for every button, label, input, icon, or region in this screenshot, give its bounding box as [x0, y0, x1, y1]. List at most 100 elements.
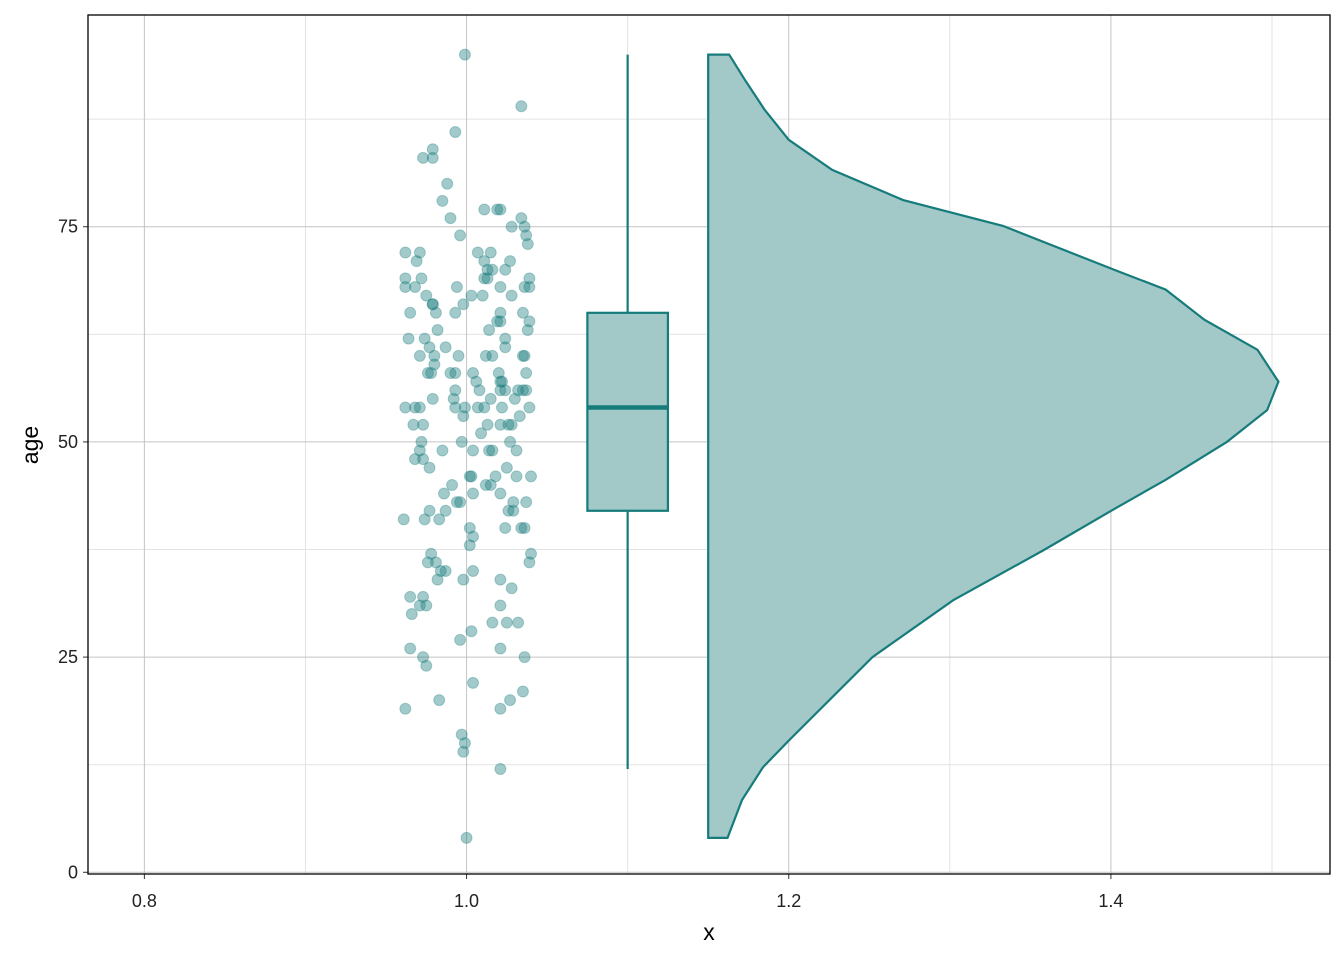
point — [458, 48, 471, 61]
point — [499, 521, 512, 534]
point — [516, 349, 529, 362]
point — [450, 280, 463, 293]
point — [486, 349, 499, 362]
x-axis-title: x — [703, 919, 715, 945]
point — [417, 651, 430, 664]
point — [471, 401, 484, 414]
point — [399, 280, 412, 293]
point — [404, 306, 417, 319]
point — [520, 367, 533, 380]
point — [439, 565, 452, 578]
point — [444, 212, 457, 225]
point — [494, 203, 507, 216]
point — [409, 401, 422, 414]
point — [446, 478, 459, 491]
point — [402, 332, 415, 345]
point — [423, 461, 436, 474]
x-tick-label: 1.4 — [1098, 891, 1123, 911]
point — [467, 487, 480, 500]
point — [399, 702, 412, 715]
point — [449, 401, 462, 414]
point — [426, 151, 439, 164]
point — [494, 384, 507, 397]
point — [523, 280, 536, 293]
y-tick-label: 50 — [58, 432, 78, 452]
point — [478, 255, 491, 268]
point — [420, 659, 433, 672]
point — [463, 521, 476, 534]
point — [428, 349, 441, 362]
box — [586, 311, 670, 512]
point — [421, 367, 434, 380]
point — [478, 401, 491, 414]
point — [518, 220, 531, 233]
point — [494, 642, 507, 655]
point — [512, 616, 525, 629]
point — [499, 384, 512, 397]
point — [457, 745, 470, 758]
point — [421, 556, 434, 569]
point — [417, 590, 430, 603]
point — [409, 280, 422, 293]
point — [494, 573, 507, 586]
point — [479, 478, 492, 491]
point — [441, 177, 454, 190]
point — [423, 504, 436, 517]
point — [417, 418, 430, 431]
point — [478, 203, 491, 216]
point — [515, 521, 528, 534]
point — [426, 298, 439, 311]
point — [460, 831, 473, 844]
point — [481, 272, 494, 285]
point — [484, 246, 497, 259]
point — [418, 332, 431, 345]
point — [431, 573, 444, 586]
point — [494, 375, 507, 388]
point — [449, 384, 462, 397]
point — [439, 504, 452, 517]
point — [399, 401, 412, 414]
point — [512, 384, 525, 397]
point — [524, 470, 537, 483]
point — [433, 513, 446, 526]
point — [429, 306, 442, 319]
point — [426, 143, 439, 156]
point — [449, 367, 462, 380]
point — [428, 358, 441, 371]
point — [478, 272, 491, 285]
point — [520, 384, 533, 397]
point — [467, 565, 480, 578]
point — [507, 496, 520, 509]
point — [483, 324, 496, 337]
point — [434, 565, 447, 578]
point — [494, 280, 507, 293]
point — [467, 676, 480, 689]
point — [515, 212, 528, 225]
point — [425, 547, 438, 560]
point — [413, 599, 426, 612]
point — [491, 315, 504, 328]
point — [467, 444, 480, 457]
point — [449, 306, 462, 319]
point — [399, 272, 412, 285]
point — [521, 324, 534, 337]
point — [431, 324, 444, 337]
point — [457, 573, 470, 586]
point — [486, 616, 499, 629]
point — [524, 547, 537, 560]
point — [505, 220, 518, 233]
point — [516, 306, 529, 319]
point — [417, 453, 430, 466]
point — [513, 410, 526, 423]
point — [494, 487, 507, 500]
point — [518, 651, 531, 664]
point — [481, 263, 494, 276]
point — [420, 289, 433, 302]
point — [504, 255, 517, 268]
point — [429, 556, 442, 569]
point — [405, 608, 418, 621]
point — [476, 289, 489, 302]
point — [494, 315, 507, 328]
point — [404, 642, 417, 655]
point — [507, 504, 520, 517]
